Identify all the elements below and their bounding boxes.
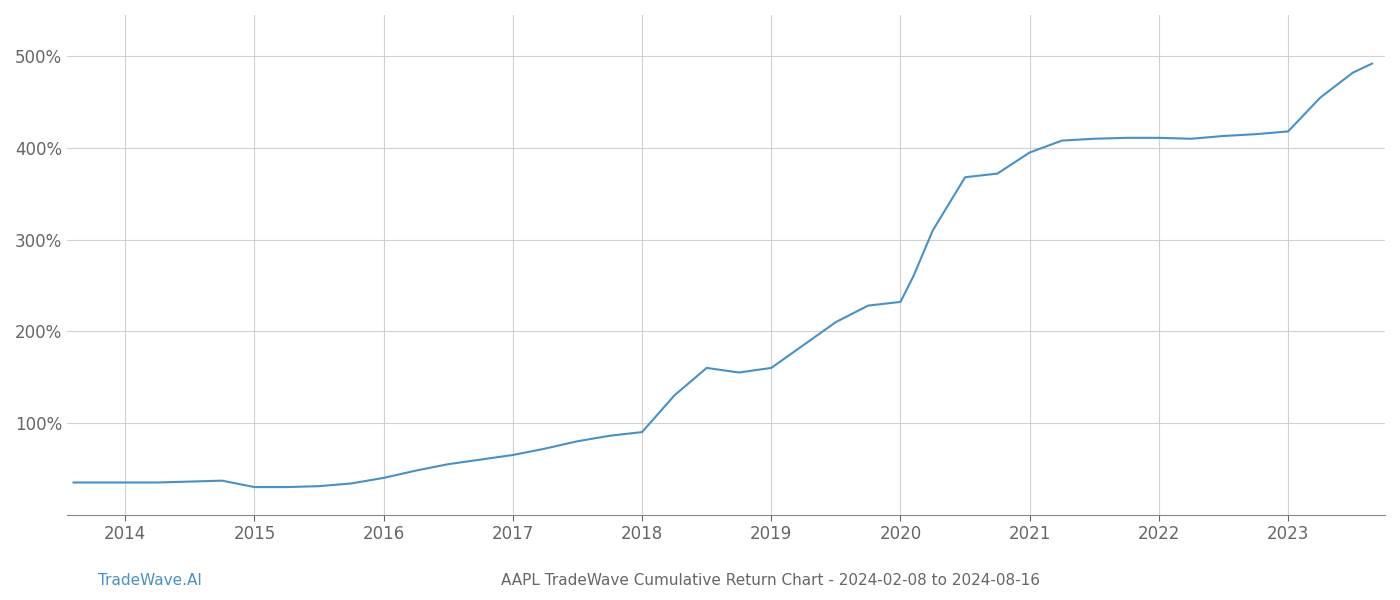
Text: TradeWave.AI: TradeWave.AI <box>98 573 202 588</box>
Text: AAPL TradeWave Cumulative Return Chart - 2024-02-08 to 2024-08-16: AAPL TradeWave Cumulative Return Chart -… <box>501 573 1039 588</box>
